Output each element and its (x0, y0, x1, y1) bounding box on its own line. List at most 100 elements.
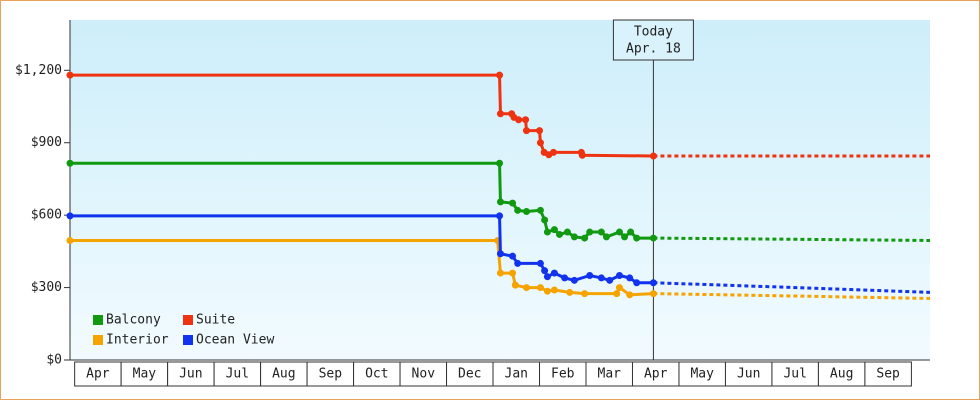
month-cell (864, 361, 912, 387)
price-point (570, 276, 578, 284)
x-tick-label: Jan (505, 367, 528, 382)
month-cell (724, 361, 773, 387)
x-tick-label: Aug (830, 367, 853, 382)
price-point (496, 212, 504, 220)
price-point (566, 288, 574, 296)
price-point (496, 110, 504, 118)
month-cell (539, 361, 587, 387)
price-point (496, 250, 504, 258)
price-point (586, 272, 594, 279)
forecast-line (653, 236, 931, 242)
price-point (66, 71, 74, 79)
price-point (550, 269, 558, 277)
x-tick-label: Jun (179, 367, 202, 382)
price-point (543, 287, 551, 295)
month-cell (306, 361, 355, 387)
month-cell (817, 361, 866, 387)
price-point (543, 228, 551, 236)
price-point (561, 274, 569, 282)
price-point (522, 116, 530, 124)
price-point (514, 259, 522, 267)
price-point (597, 228, 605, 236)
price-point (597, 274, 605, 282)
price-point (649, 152, 657, 160)
x-tick-label: Apr (644, 367, 668, 382)
price-point (633, 279, 641, 287)
price-point (550, 286, 558, 294)
month-cell (771, 361, 819, 387)
month-cell (492, 361, 541, 387)
x-tick-label: Dec (458, 367, 481, 382)
price-point (66, 212, 74, 220)
price-point (496, 71, 504, 79)
x-tick-label: Oct (365, 367, 388, 382)
x-tick-label: Jul (783, 367, 806, 382)
price-point (66, 159, 74, 167)
price-point (649, 234, 657, 242)
price-point (606, 276, 614, 284)
price-point (626, 274, 634, 282)
x-tick-label: Nov (412, 367, 436, 382)
price-point (522, 127, 530, 135)
x-tick-label: Aug (272, 367, 295, 382)
legend-swatch (93, 315, 103, 325)
price-point (570, 233, 578, 241)
x-tick-label: Sep (876, 367, 900, 382)
price-point (536, 139, 544, 147)
forecast-line (653, 292, 931, 300)
month-cell (631, 361, 680, 387)
price-point (626, 291, 634, 299)
price-point (522, 208, 530, 216)
price-point (496, 159, 504, 167)
price-line (70, 161, 654, 240)
y-tick-label: $300 (31, 280, 62, 295)
legend-label: Ocean View (196, 333, 274, 348)
legend-swatch (183, 315, 193, 325)
price-point (602, 233, 610, 241)
legend-label: Interior (106, 333, 169, 348)
price-point (522, 284, 530, 292)
price-point (536, 284, 544, 292)
price-point (496, 198, 504, 206)
price-point (621, 233, 629, 241)
price-point (613, 290, 621, 298)
price-point (649, 279, 657, 287)
price-point (550, 226, 558, 234)
legend-swatch (183, 335, 193, 345)
price-point (615, 272, 623, 279)
legend-label: Suite (196, 313, 235, 328)
price-point (541, 267, 549, 275)
legend-label: Balcony (106, 313, 161, 328)
x-tick-label: Apr (86, 367, 110, 382)
price-point (615, 284, 623, 292)
x-tick-label: Jun (737, 367, 760, 382)
price-point (536, 206, 544, 214)
price-point (615, 228, 623, 236)
today-label: Today (634, 25, 673, 40)
price-point (66, 236, 74, 244)
price-point (586, 228, 594, 236)
legend-swatch (93, 335, 103, 345)
y-tick-label: $600 (31, 208, 62, 223)
month-cell (353, 361, 401, 387)
price-line (70, 73, 654, 158)
price-point (536, 127, 544, 135)
price-point (543, 273, 551, 281)
price-point (563, 228, 571, 236)
price-point (581, 290, 589, 298)
y-tick-label: $1,200 (15, 63, 62, 78)
y-tick-label: $0 (46, 353, 62, 368)
price-point (578, 151, 586, 159)
x-tick-label: Mar (598, 367, 622, 382)
x-tick-label: Feb (551, 367, 575, 382)
x-tick-label: May (133, 367, 157, 382)
price-point (511, 281, 519, 289)
forecast-line (653, 281, 931, 294)
x-tick-label: Jul (226, 367, 249, 382)
month-cell (260, 361, 308, 387)
month-cell (585, 361, 633, 387)
price-point (514, 206, 522, 214)
today-box (612, 19, 694, 61)
price-point (536, 259, 544, 267)
